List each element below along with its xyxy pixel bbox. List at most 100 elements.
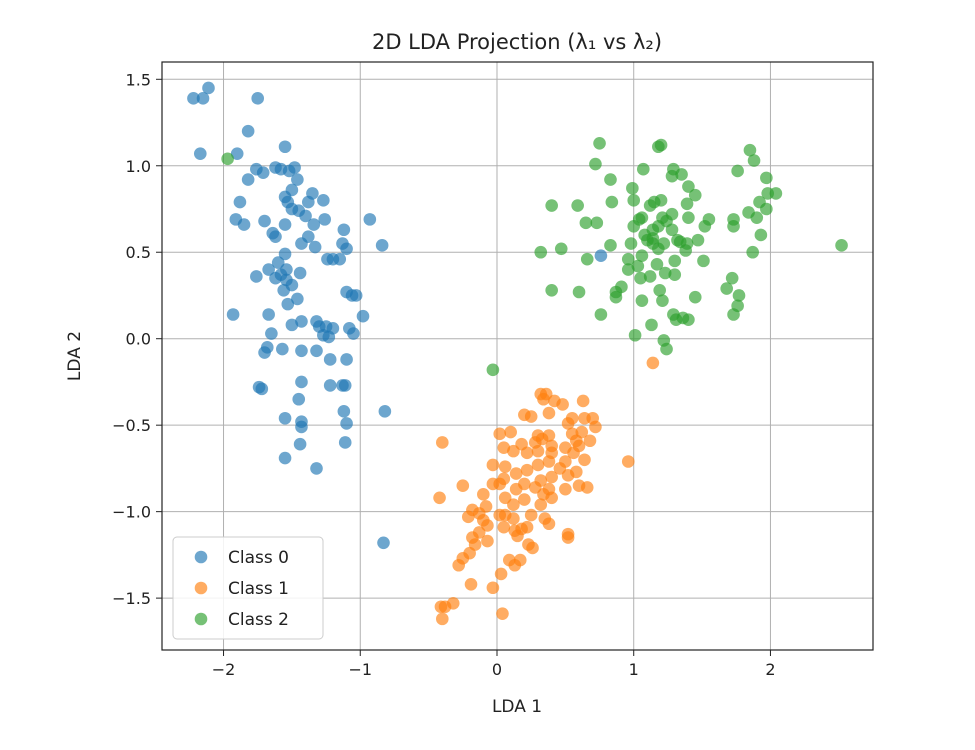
data-point: [520, 463, 534, 477]
data-point: [481, 519, 494, 532]
data-point: [481, 534, 494, 548]
data-point: [278, 411, 292, 425]
data-point: [545, 491, 558, 505]
data-point: [295, 420, 308, 434]
x-axis-label: LDA 1: [492, 697, 542, 717]
data-point: [288, 161, 301, 174]
data-point: [318, 213, 332, 226]
y-tick-label: 0.0: [126, 330, 151, 349]
data-point: [604, 239, 617, 252]
data-point: [725, 271, 739, 285]
data-point: [497, 520, 511, 534]
data-point: [337, 223, 351, 237]
data-point: [518, 493, 531, 506]
data-point: [542, 517, 556, 531]
data-point: [583, 434, 597, 448]
data-point: [658, 266, 672, 280]
data-point: [295, 315, 308, 328]
data-point: [654, 194, 668, 207]
data-point: [572, 285, 586, 299]
data-point: [576, 394, 590, 408]
data-point: [747, 154, 761, 167]
data-point: [291, 292, 304, 306]
data-point: [561, 417, 575, 430]
data-point: [269, 230, 282, 243]
data-point: [524, 508, 538, 522]
data-point: [621, 252, 635, 266]
axis-ticks: −2 −1 0 1 2 −1.5 −1.0 −0.5 0.0 0.5 1.0 1.5: [112, 70, 775, 679]
data-point: [258, 214, 271, 228]
data-point: [486, 363, 500, 377]
data-point: [743, 143, 757, 157]
data-point: [682, 211, 695, 224]
data-point: [498, 460, 512, 473]
data-point: [624, 237, 638, 250]
data-point: [323, 353, 337, 366]
data-point: [594, 249, 608, 262]
data-point: [308, 240, 322, 254]
data-point: [534, 245, 548, 259]
data-point: [276, 342, 289, 356]
data-point: [464, 577, 478, 591]
data-point: [835, 239, 848, 252]
data-point: [520, 520, 534, 534]
data-points: [187, 81, 848, 626]
data-point: [580, 481, 594, 494]
y-tick-label: −1.0: [112, 503, 151, 522]
plot-frame: [161, 61, 874, 651]
data-point: [697, 254, 710, 268]
data-point: [349, 289, 363, 302]
data-point: [567, 446, 580, 460]
data-point: [340, 353, 353, 366]
data-point: [627, 194, 641, 207]
data-point: [626, 181, 639, 195]
data-point: [340, 417, 353, 430]
data-point: [654, 138, 668, 152]
data-point: [317, 194, 330, 207]
data-point: [554, 242, 568, 256]
data-point: [292, 392, 306, 406]
data-point: [520, 446, 534, 460]
data-point: [258, 346, 271, 359]
data-point: [643, 270, 657, 283]
data-point: [277, 283, 290, 297]
data-point: [553, 462, 567, 475]
data-point: [727, 213, 740, 226]
data-point: [493, 477, 507, 491]
data-point: [635, 249, 649, 262]
x-tick-label: 2: [765, 660, 775, 679]
y-tick-label: 0.5: [126, 243, 151, 262]
data-point: [278, 247, 292, 261]
data-point: [280, 263, 293, 276]
data-point: [754, 228, 768, 242]
data-point: [226, 308, 240, 321]
data-point: [561, 531, 575, 544]
y-axis-label: LDA 2: [65, 331, 85, 381]
data-point: [433, 491, 446, 505]
data-point: [559, 482, 572, 496]
data-point: [615, 280, 628, 294]
data-point: [486, 581, 500, 595]
data-point: [518, 408, 531, 422]
data-point: [377, 536, 390, 550]
data-point: [528, 481, 542, 494]
data-point: [653, 283, 666, 297]
data-point: [634, 271, 647, 285]
data-point: [542, 406, 556, 420]
y-tick-label: −1.5: [112, 589, 151, 608]
data-point: [507, 512, 520, 525]
data-point: [378, 405, 392, 418]
data-point: [668, 254, 682, 268]
data-point: [278, 140, 292, 154]
data-point: [295, 375, 308, 389]
data-point: [338, 379, 352, 392]
data-point: [255, 382, 269, 396]
legend-marker: [194, 550, 208, 564]
x-tick-label: 1: [629, 660, 639, 679]
data-point: [509, 482, 523, 496]
series-class-1: [433, 356, 660, 626]
data-point: [293, 266, 307, 280]
legend-label: Class 2: [228, 610, 289, 630]
data-point: [509, 467, 523, 480]
